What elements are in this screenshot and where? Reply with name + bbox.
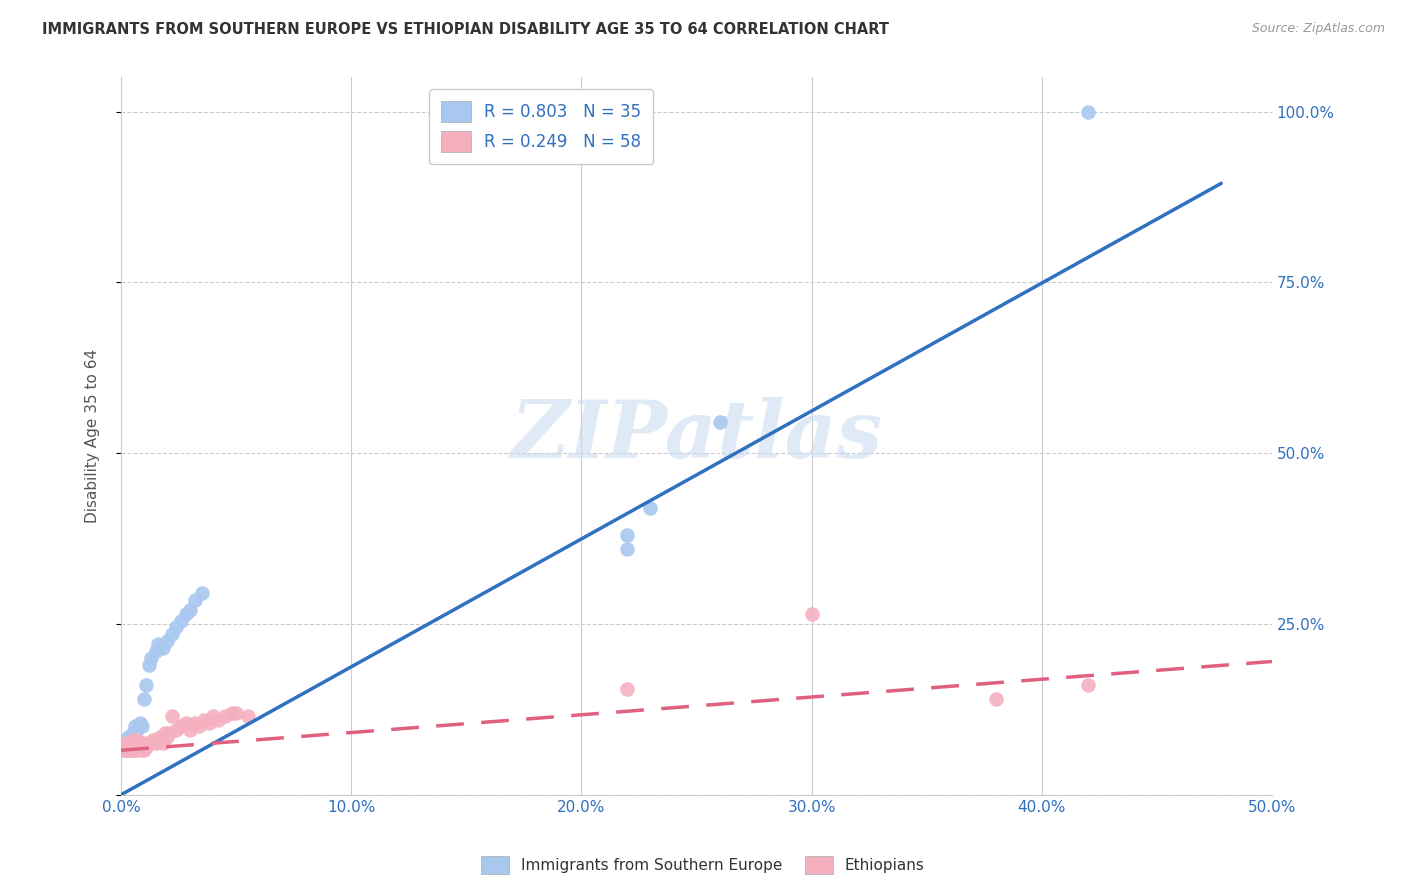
Point <box>120 739 142 754</box>
Point <box>640 500 662 515</box>
Point <box>131 719 153 733</box>
Point <box>114 733 136 747</box>
Text: Source: ZipAtlas.com: Source: ZipAtlas.com <box>1251 22 1385 36</box>
Point <box>134 743 156 757</box>
Point <box>117 730 139 744</box>
Point <box>214 709 236 723</box>
Point <box>1077 104 1099 119</box>
Point <box>179 603 201 617</box>
Point <box>134 692 156 706</box>
Point <box>153 726 176 740</box>
Point <box>984 692 1007 706</box>
Point <box>207 713 229 727</box>
Point <box>145 644 167 658</box>
Point <box>616 528 638 542</box>
Point <box>114 736 136 750</box>
Point <box>184 716 207 731</box>
Point <box>146 637 169 651</box>
Point <box>188 719 211 733</box>
Point <box>121 743 143 757</box>
Point <box>112 743 135 757</box>
Point <box>146 733 169 747</box>
Point <box>120 739 142 754</box>
Point <box>114 739 136 754</box>
Point <box>128 741 150 756</box>
Y-axis label: Disability Age 35 to 64: Disability Age 35 to 64 <box>86 349 100 523</box>
Point <box>114 739 136 754</box>
Point <box>124 736 146 750</box>
Point <box>190 586 212 600</box>
Point <box>121 739 143 754</box>
Point <box>170 614 193 628</box>
Point <box>131 743 153 757</box>
Point <box>800 607 823 621</box>
Point <box>145 736 167 750</box>
Point <box>197 716 219 731</box>
Point <box>156 634 179 648</box>
Point <box>139 736 162 750</box>
Point <box>134 736 156 750</box>
Point <box>114 741 136 756</box>
Legend: Immigrants from Southern Europe, Ethiopians: Immigrants from Southern Europe, Ethiopi… <box>475 850 931 880</box>
Point <box>127 743 149 757</box>
Point <box>159 726 181 740</box>
Point <box>139 651 162 665</box>
Point <box>1077 678 1099 692</box>
Point <box>135 739 157 754</box>
Point <box>616 681 638 696</box>
Point <box>152 640 174 655</box>
Point <box>202 709 225 723</box>
Point <box>124 719 146 733</box>
Point <box>174 607 197 621</box>
Point <box>120 743 142 757</box>
Point <box>156 730 179 744</box>
Point <box>117 743 139 757</box>
Point <box>112 741 135 756</box>
Point <box>165 723 187 737</box>
Point <box>131 739 153 754</box>
Point <box>117 736 139 750</box>
Point <box>193 713 215 727</box>
Point <box>114 743 136 757</box>
Point <box>152 736 174 750</box>
Point <box>127 733 149 747</box>
Point <box>128 736 150 750</box>
Point <box>117 736 139 750</box>
Point <box>236 709 259 723</box>
Point <box>120 736 142 750</box>
Text: ZIPatlas: ZIPatlas <box>510 397 883 475</box>
Point <box>616 541 638 556</box>
Point <box>142 733 165 747</box>
Point <box>179 723 201 737</box>
Point <box>112 739 135 754</box>
Point <box>149 730 172 744</box>
Point <box>121 726 143 740</box>
Point <box>135 678 157 692</box>
Point <box>121 733 143 747</box>
Point <box>138 736 160 750</box>
Point <box>138 657 160 672</box>
Point <box>165 620 187 634</box>
Point <box>221 706 243 720</box>
Text: IMMIGRANTS FROM SOUTHERN EUROPE VS ETHIOPIAN DISABILITY AGE 35 TO 64 CORRELATION: IMMIGRANTS FROM SOUTHERN EUROPE VS ETHIO… <box>42 22 889 37</box>
Point <box>121 739 143 754</box>
Point <box>127 723 149 737</box>
Legend: R = 0.803   N = 35, R = 0.249   N = 58: R = 0.803 N = 35, R = 0.249 N = 58 <box>429 89 652 164</box>
Point <box>160 709 183 723</box>
Point <box>174 716 197 731</box>
Point <box>117 741 139 756</box>
Point <box>112 739 135 753</box>
Point <box>128 716 150 731</box>
Point <box>170 719 193 733</box>
Point <box>112 743 135 757</box>
Point <box>709 416 731 430</box>
Point <box>112 739 135 754</box>
Point <box>124 743 146 757</box>
Point <box>184 593 207 607</box>
Point <box>160 627 183 641</box>
Point <box>117 743 139 757</box>
Point <box>225 706 247 720</box>
Point <box>120 733 142 747</box>
Point <box>127 739 149 754</box>
